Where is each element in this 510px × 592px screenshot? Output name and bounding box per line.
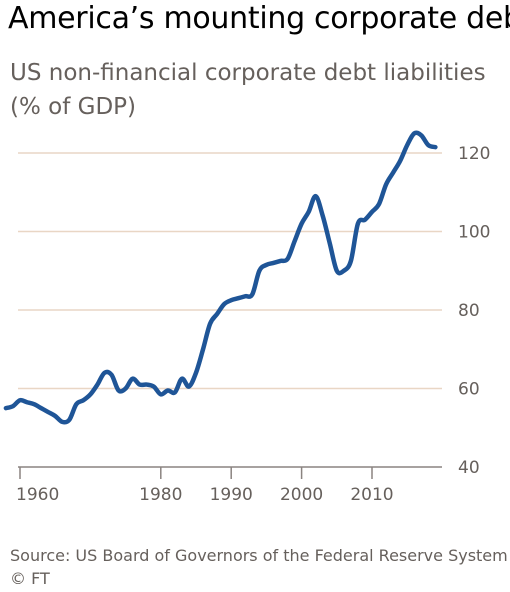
data-point-1995 bbox=[265, 264, 267, 266]
data-point-1961 bbox=[26, 401, 28, 403]
x-tick-labels: 1960 1980 1990 2000 2010 bbox=[16, 485, 394, 505]
data-point-1969 bbox=[82, 399, 84, 401]
data-point-2014 bbox=[399, 160, 401, 162]
data-point-1967 bbox=[68, 419, 70, 421]
x-tick-label-2000: 2000 bbox=[280, 485, 323, 505]
data-point-2012 bbox=[385, 183, 387, 185]
x-tick-label-1960: 1960 bbox=[16, 485, 59, 505]
data-point-1998 bbox=[287, 258, 289, 260]
data-point-1963 bbox=[40, 407, 42, 409]
data-point-1988 bbox=[216, 313, 218, 315]
x-axis bbox=[18, 466, 442, 479]
y-tick-label-120: 120 bbox=[458, 144, 490, 164]
data-point-1981 bbox=[167, 389, 169, 391]
data-point-1965 bbox=[54, 415, 56, 417]
data-point-2005 bbox=[336, 270, 338, 272]
data-point-1980 bbox=[160, 393, 162, 395]
data-point-1976 bbox=[132, 378, 134, 380]
data-point-1987 bbox=[209, 323, 211, 325]
data-point-1958 bbox=[5, 407, 7, 409]
data-point-2003 bbox=[322, 215, 324, 217]
y-tick-label-80: 80 bbox=[458, 301, 480, 321]
data-point-2009 bbox=[364, 219, 366, 221]
data-series bbox=[3, 130, 438, 425]
chart-title: America’s mounting corporate debt bbox=[8, 1, 510, 36]
source-note: Source: US Board of Governors of the Fed… bbox=[10, 546, 508, 565]
data-point-2019 bbox=[434, 146, 436, 148]
data-point-2015 bbox=[406, 144, 408, 146]
x-tick-label-1980: 1980 bbox=[139, 485, 182, 505]
data-point-1979 bbox=[153, 386, 155, 388]
data-point-2002 bbox=[315, 195, 317, 197]
data-point-2004 bbox=[329, 242, 331, 244]
data-point-1973 bbox=[111, 374, 113, 376]
series-line-0 bbox=[3, 130, 438, 425]
data-point-1993 bbox=[251, 293, 253, 295]
data-point-1964 bbox=[47, 411, 49, 413]
data-point-2018 bbox=[427, 144, 429, 146]
line-chart: 40 60 80 100 120 1960 1980 1990 2000 2010 bbox=[3, 130, 490, 505]
x-tick-label-2010: 2010 bbox=[350, 485, 393, 505]
data-point-1975 bbox=[125, 388, 127, 390]
data-point-1994 bbox=[258, 270, 260, 272]
y-tick-label-60: 60 bbox=[458, 380, 480, 400]
data-point-1970 bbox=[89, 393, 91, 395]
x-tick-label-1990: 1990 bbox=[210, 485, 253, 505]
data-point-1985 bbox=[195, 372, 197, 374]
data-point-1966 bbox=[61, 421, 63, 423]
data-point-1997 bbox=[279, 260, 281, 262]
data-point-1959 bbox=[12, 405, 14, 407]
data-point-2000 bbox=[301, 223, 303, 225]
copyright-note: © FT bbox=[10, 569, 50, 588]
data-point-1971 bbox=[96, 384, 98, 386]
data-point-1960 bbox=[19, 399, 21, 401]
data-point-2001 bbox=[308, 211, 310, 213]
data-point-2017 bbox=[420, 134, 422, 136]
data-point-1982 bbox=[174, 391, 176, 393]
y-tick-label-100: 100 bbox=[458, 223, 490, 243]
data-point-1991 bbox=[237, 297, 239, 299]
data-point-1996 bbox=[272, 262, 274, 264]
data-point-2013 bbox=[392, 172, 394, 174]
data-point-1999 bbox=[294, 240, 296, 242]
gridlines bbox=[18, 152, 442, 390]
data-point-1983 bbox=[181, 378, 183, 380]
data-point-1978 bbox=[146, 384, 148, 386]
data-point-1974 bbox=[118, 389, 120, 391]
data-point-1990 bbox=[230, 299, 232, 301]
chart-subtitle: US non-financial corporate debt liabilit… bbox=[10, 60, 486, 120]
data-point-1972 bbox=[103, 372, 105, 374]
data-point-1977 bbox=[139, 384, 141, 386]
data-point-2011 bbox=[378, 203, 380, 205]
data-point-1989 bbox=[223, 303, 225, 305]
data-point-1984 bbox=[188, 386, 190, 388]
data-point-1992 bbox=[244, 295, 246, 297]
y-tick-labels: 40 60 80 100 120 bbox=[458, 144, 490, 478]
data-point-2008 bbox=[357, 223, 359, 225]
data-point-1968 bbox=[75, 403, 77, 405]
data-point-2016 bbox=[413, 132, 415, 134]
data-point-1962 bbox=[33, 403, 35, 405]
data-point-2007 bbox=[350, 260, 352, 262]
data-point-2010 bbox=[371, 211, 373, 213]
y-tick-label-40: 40 bbox=[458, 458, 480, 478]
data-point-1986 bbox=[202, 348, 204, 350]
data-point-2006 bbox=[343, 270, 345, 272]
